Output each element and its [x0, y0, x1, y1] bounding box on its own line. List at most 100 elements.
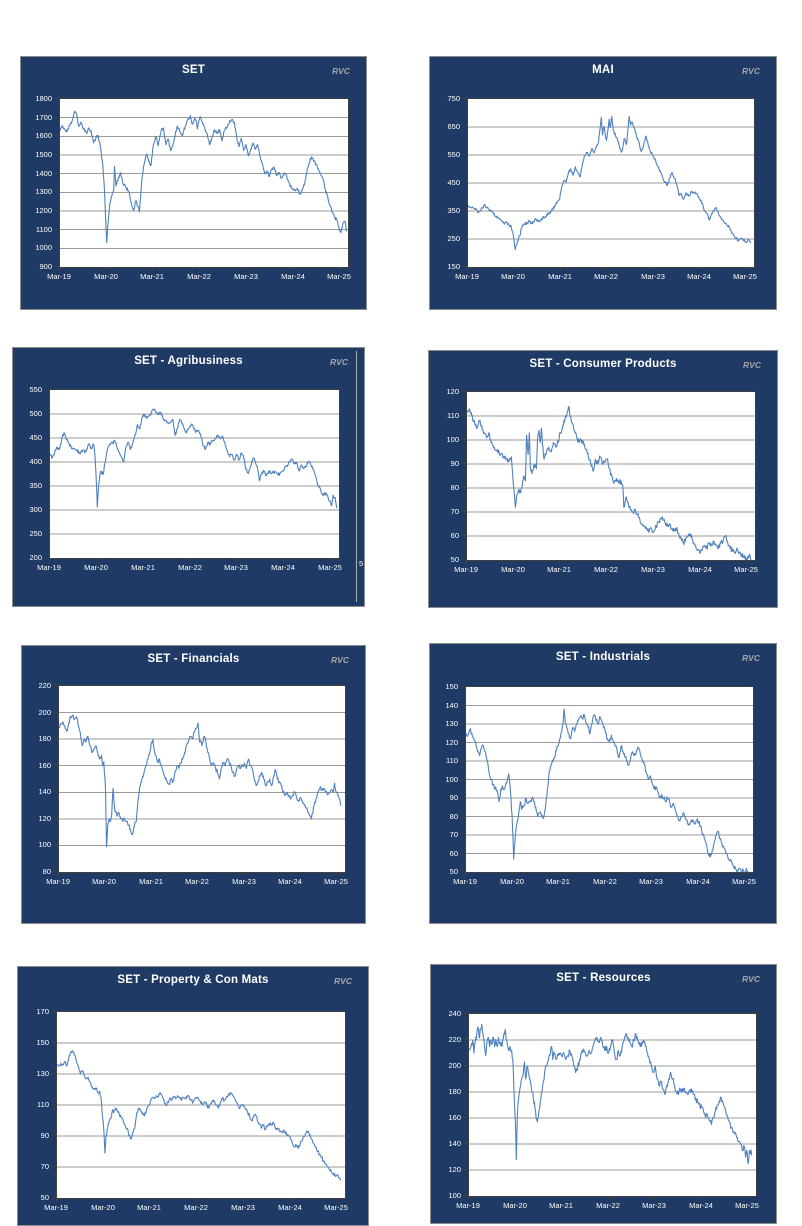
x-tick-label: Mar-20 [84, 563, 108, 572]
y-tick-label: 130 [36, 1069, 49, 1078]
y-tick-label: 60 [450, 531, 459, 540]
y-tick-mark [54, 844, 58, 845]
y-tick-mark [45, 389, 49, 390]
x-tick-label: Mar-20 [94, 272, 118, 281]
y-tick-mark [461, 723, 465, 724]
x-tick-label: Mar-25 [324, 877, 348, 886]
x-tick-mark [246, 267, 247, 271]
x-tick-label: Mar-22 [594, 565, 618, 574]
x-tick-mark [745, 267, 746, 271]
y-tick-mark [462, 535, 466, 536]
x-tick-mark [143, 558, 144, 562]
x-tick-label: Mar-23 [641, 565, 665, 574]
rvc-watermark: RVC [742, 653, 760, 663]
x-tick-label: Mar-21 [548, 272, 572, 281]
y-tick-mark [54, 738, 58, 739]
plot-area [59, 98, 349, 268]
x-tick-label: Mar-19 [46, 877, 70, 886]
x-tick-mark [104, 872, 105, 876]
y-tick-label: 350 [29, 481, 42, 490]
y-tick-mark [55, 229, 59, 230]
x-tick-label: Mar-21 [131, 563, 155, 572]
y-tick-label: 70 [449, 830, 458, 839]
x-tick-label: Mar-21 [547, 565, 571, 574]
y-tick-label: 500 [29, 409, 42, 418]
report-page: { "page": {"background": "#ffffff"}, "st… [12, 56, 778, 1226]
x-tick-label: Mar-19 [455, 272, 479, 281]
y-tick-mark [55, 135, 59, 136]
y-tick-label: 750 [447, 94, 460, 103]
x-tick-mark [336, 1198, 337, 1202]
x-tick-label: Mar-20 [503, 1201, 527, 1210]
y-tick-mark [52, 1073, 56, 1074]
x-tick-mark [561, 1196, 562, 1200]
chart-panel-mai: MAI RVC 150 250 350 450 550 650 750 Mar-19 Mar-2… [429, 56, 777, 310]
plot-area [465, 686, 754, 873]
x-tick-mark [293, 267, 294, 271]
x-tick-mark [330, 558, 331, 562]
x-tick-mark [56, 1198, 57, 1202]
plot-area [466, 391, 756, 561]
y-tick-mark [463, 98, 467, 99]
y-tick-mark [463, 238, 467, 239]
x-tick-label: Mar-25 [732, 877, 756, 886]
chart-title: MAI [592, 64, 614, 76]
x-tick-label: Mar-19 [456, 1201, 480, 1210]
index-line [60, 110, 347, 244]
y-tick-mark [54, 685, 58, 686]
x-tick-label: Mar-20 [92, 877, 116, 886]
y-tick-label: 1200 [35, 206, 52, 215]
y-tick-label: 60 [449, 849, 458, 858]
y-tick-label: 140 [445, 701, 458, 710]
y-tick-label: 450 [29, 433, 42, 442]
y-tick-label: 140 [448, 1139, 461, 1148]
x-tick-label: Mar-21 [139, 877, 163, 886]
x-tick-mark [699, 267, 700, 271]
chart-title: SET - Agribusiness [134, 355, 243, 367]
x-tick-mark [513, 560, 514, 564]
x-tick-mark [559, 560, 560, 564]
x-tick-label: Mar-23 [231, 1203, 255, 1212]
rvc-watermark: RVC [334, 976, 352, 986]
y-tick-mark [464, 1091, 468, 1092]
index-line [467, 405, 752, 560]
y-tick-mark [463, 266, 467, 267]
y-tick-label: 1700 [35, 113, 52, 122]
y-tick-label: 1600 [35, 131, 52, 140]
y-tick-label: 110 [446, 756, 458, 765]
y-tick-mark [463, 210, 467, 211]
x-tick-label: Mar-23 [639, 877, 663, 886]
y-tick-mark [461, 742, 465, 743]
y-tick-label: 110 [37, 1100, 49, 1109]
y-tick-mark [461, 816, 465, 817]
chart-title: SET [182, 64, 205, 76]
y-tick-mark [461, 760, 465, 761]
x-tick-mark [58, 872, 59, 876]
x-tick-mark [244, 872, 245, 876]
y-tick-mark [461, 705, 465, 706]
y-tick-mark [52, 1166, 56, 1167]
y-tick-label: 70 [450, 507, 459, 516]
x-tick-mark [467, 267, 468, 271]
x-tick-label: Mar-24 [686, 877, 710, 886]
y-tick-label: 120 [445, 738, 458, 747]
x-tick-label: Mar-22 [594, 272, 618, 281]
y-tick-mark [462, 415, 466, 416]
y-tick-mark [45, 557, 49, 558]
chart-title: SET - Property & Con Mats [117, 974, 269, 986]
x-tick-mark [149, 1198, 150, 1202]
y-tick-label: 140 [38, 787, 51, 796]
x-tick-label: Mar-25 [327, 272, 351, 281]
x-tick-label: Mar-25 [318, 563, 342, 572]
x-tick-mark [654, 1196, 655, 1200]
x-tick-mark [558, 872, 559, 876]
y-tick-label: 550 [447, 150, 460, 159]
y-tick-mark [464, 1013, 468, 1014]
x-tick-mark [151, 872, 152, 876]
x-tick-label: Mar-19 [37, 563, 61, 572]
rvc-watermark: RVC [742, 974, 760, 984]
y-tick-label: 1100 [35, 225, 52, 234]
x-tick-mark [651, 872, 652, 876]
x-tick-label: Mar-19 [454, 565, 478, 574]
y-tick-label: 160 [38, 761, 51, 770]
